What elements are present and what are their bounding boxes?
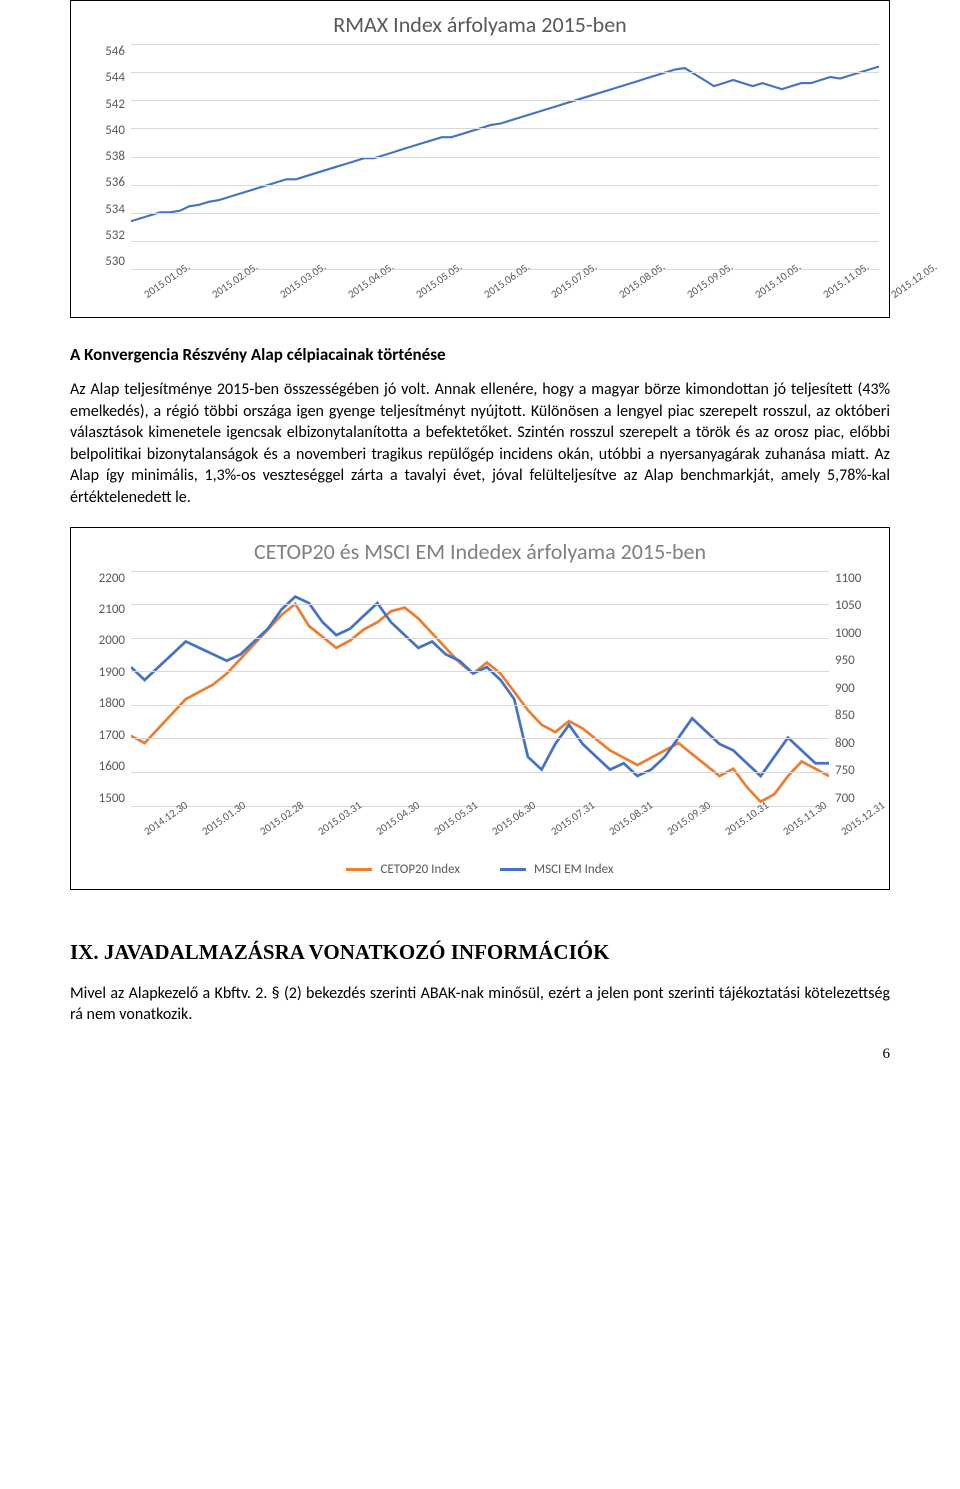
javadalmazas-heading: IX. JAVADALMAZÁSRA VONATKOZÓ INFORMÁCIÓK	[70, 940, 890, 965]
ytick-label-left: 1700	[81, 728, 125, 743]
xtick-label: 2015.07.31	[538, 812, 557, 838]
cetop-yaxis-right: 110010501000950900850800750700	[829, 571, 879, 806]
cetop-chart-box: CETOP20 és MSCI EM Indedex árfolyama 201…	[70, 527, 890, 890]
cetop-chart-area: 2200 2100 2000 1900 1800 1700 1600 1500 1100 105…	[71, 571, 889, 889]
xtick-label: 2015.06.05.	[471, 275, 490, 301]
ytick-label: 540	[81, 123, 125, 138]
cetop-plot	[131, 571, 829, 827]
javadalmazas-paragraph: Mivel az Alapkezelő a Kbftv. 2. § (2) be…	[70, 983, 890, 1026]
ytick-label-right: 800	[835, 736, 879, 751]
cetop-legend: CETOP20 Index MSCI EM Index	[81, 854, 879, 889]
xtick-label: 2015.08.31	[596, 812, 615, 838]
cetop-chart-title: CETOP20 és MSCI EM Indedex árfolyama 201…	[71, 528, 889, 571]
xtick-label: 2015.02.28	[247, 812, 266, 838]
ytick-label-right: 900	[835, 681, 879, 696]
konvergencia-paragraph: Az Alap teljesítménye 2015-ben összesség…	[70, 379, 890, 509]
ytick-label-right: 1100	[835, 571, 879, 586]
ytick-label-right: 950	[835, 653, 879, 668]
xtick-label: 2015.12.05.	[878, 275, 897, 301]
ytick-label-right: 750	[835, 763, 879, 778]
xtick-label: 2015.05.05.	[403, 275, 422, 301]
ytick-label-left: 1500	[81, 791, 125, 806]
page-number: 6	[70, 1046, 890, 1063]
xtick-label: 2014.12.30	[131, 812, 150, 838]
ytick-label-left: 1800	[81, 696, 125, 711]
xtick-label: 2015.11.05.	[810, 275, 829, 301]
ytick-label-left: 1600	[81, 759, 125, 774]
legend-swatch-msci	[500, 868, 526, 871]
xtick-label: 2015.02.05.	[199, 275, 218, 301]
xtick-label: 2015.07.05.	[539, 275, 558, 301]
ytick-label: 534	[81, 202, 125, 217]
xtick-label: 2015.01.30	[189, 812, 208, 838]
xtick-label: 2015.12.31	[828, 812, 847, 838]
legend-label-cetop20: CETOP20 Index	[380, 862, 460, 877]
rmax-chart-box: RMAX Index árfolyama 2015-ben 5465445425…	[70, 0, 890, 318]
rmax-plot	[131, 44, 879, 284]
xtick-label: 2015.01.05.	[131, 275, 150, 301]
rmax-yaxis: 546 544 542 540 538 536 534 532 530	[81, 44, 131, 269]
xtick-label: 2015.09.30	[654, 812, 673, 838]
ytick-label-left: 2100	[81, 602, 125, 617]
konvergencia-heading: A Konvergencia Részvény Alap célpiacaina…	[70, 344, 890, 365]
ytick-label-right: 1000	[835, 626, 879, 641]
xtick-label: 2015.11.30	[770, 812, 789, 838]
ytick-label: 542	[81, 97, 125, 112]
legend-cetop20: CETOP20 Index	[346, 862, 460, 877]
rmax-xaxis: 2015.01.05. 2015.02.05. 2015.03.05. 2015.04…	[131, 269, 879, 316]
rmax-chart-area: 546544542540538536534532530 2015.01.05.2…	[71, 44, 889, 317]
legend-msci: MSCI EM Index	[500, 862, 613, 877]
ytick-label: 538	[81, 149, 125, 164]
ytick-label-left: 2000	[81, 633, 125, 648]
xtick-label: 2015.09.05.	[674, 275, 693, 301]
legend-swatch-cetop20	[346, 868, 372, 871]
legend-label-msci: MSCI EM Index	[534, 862, 613, 877]
xtick-label: 2015.06.30	[480, 812, 499, 838]
ytick-label: 544	[81, 70, 125, 85]
ytick-label: 530	[81, 254, 125, 269]
ytick-label-right: 1050	[835, 598, 879, 613]
xtick-label: 2015.03.31	[305, 812, 324, 838]
rmax-chart-title: RMAX Index árfolyama 2015-ben	[71, 1, 889, 44]
cetop-yaxis-left: 2200 2100 2000 1900 1800 1700 1600 1500	[81, 571, 131, 806]
ytick-label-right: 850	[835, 708, 879, 723]
ytick-label: 546	[81, 44, 125, 59]
xtick-label: 2015.05.31	[422, 812, 441, 838]
xtick-label: 2015.04.05.	[335, 275, 354, 301]
xtick-label: 2015.10.05.	[742, 275, 761, 301]
xtick-label: 2015.10.31	[712, 812, 731, 838]
xtick-label: 2015.04.30	[363, 812, 382, 838]
ytick-label: 536	[81, 175, 125, 190]
ytick-label: 532	[81, 228, 125, 243]
xtick-label: 2015.03.05.	[267, 275, 286, 301]
ytick-label-left: 2200	[81, 571, 125, 586]
ytick-label-left: 1900	[81, 665, 125, 680]
xtick-label: 2015.08.05.	[607, 275, 626, 301]
cetop-xaxis: 2014.12.30 2015.01.30 2015.02.28 2015.03.31…	[131, 806, 829, 853]
